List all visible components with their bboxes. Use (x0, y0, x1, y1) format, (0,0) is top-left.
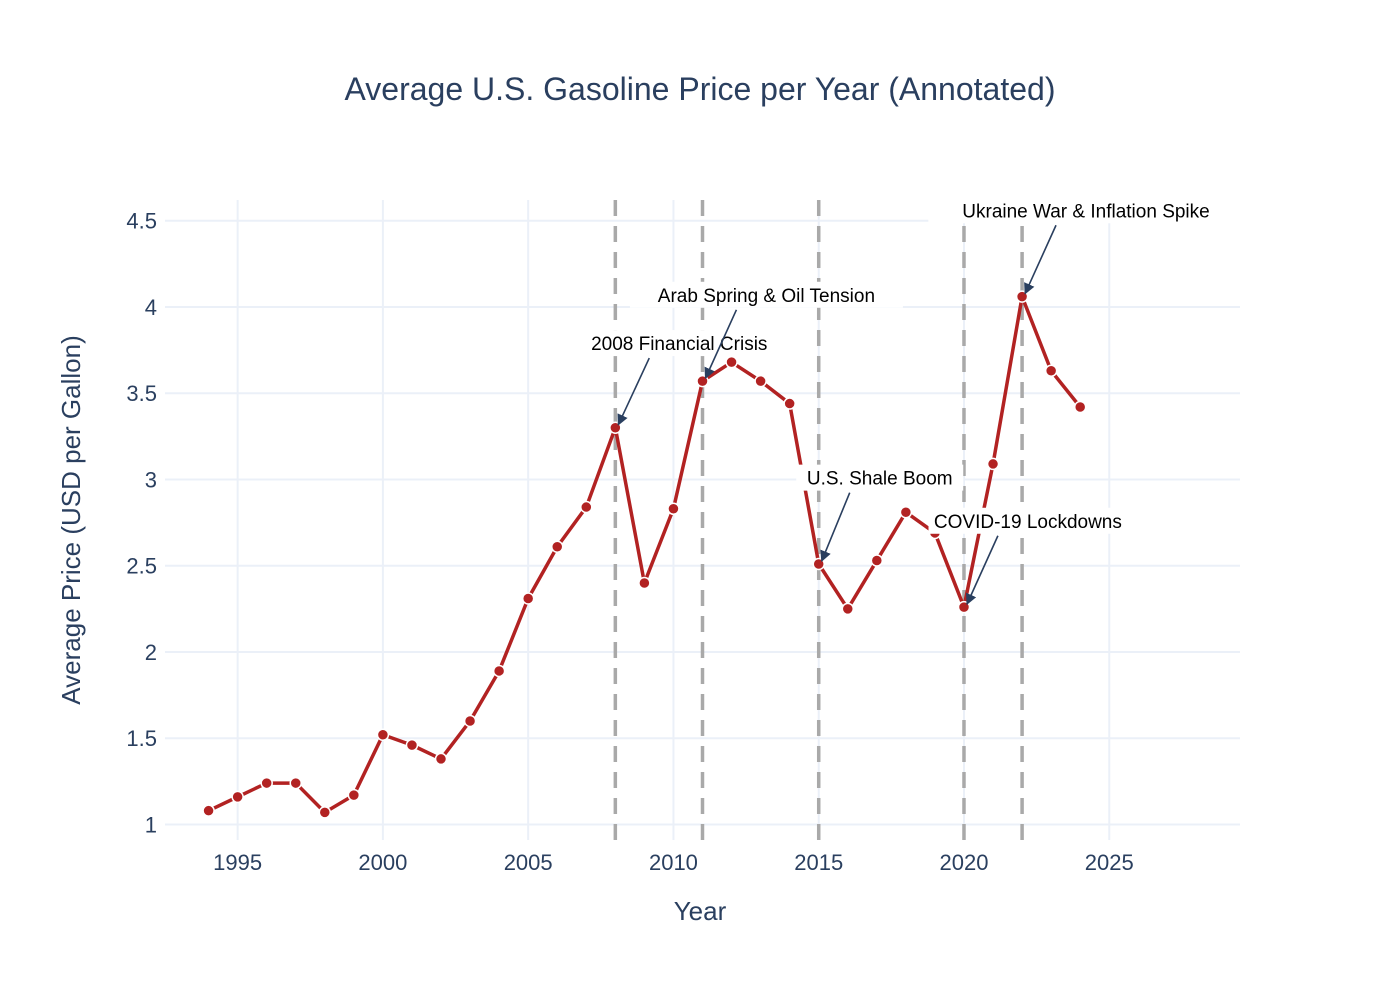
data-point (580, 500, 593, 514)
annotation-arrow (966, 535, 999, 606)
annotation-background (563, 330, 795, 357)
annotation-label: Arab Spring & Oil Tension (658, 286, 875, 307)
data-point (521, 592, 535, 605)
series-line (207, 294, 1082, 815)
data-point (725, 355, 738, 369)
annotation-label: COVID-19 Lockdowns (934, 512, 1122, 533)
x-tick-label: 2010 (649, 850, 698, 875)
annotation-label: Ukraine War & Inflation Spike (962, 201, 1209, 222)
x-tick-label: 2020 (940, 850, 989, 875)
y-tick-label: 4.5 (126, 209, 157, 234)
data-point (841, 602, 855, 616)
data-point (463, 714, 477, 728)
y-tick-label: 4 (145, 295, 157, 320)
y-tick-label: 1 (145, 812, 157, 837)
annotation-label: U.S. Shale Boom (807, 469, 953, 490)
annotation-background (928, 507, 1128, 534)
annotation-arrow (820, 492, 851, 563)
annotation-arrow (617, 357, 650, 426)
data-point (1073, 400, 1087, 414)
y-tick-label: 2.5 (126, 554, 157, 579)
y-tick-label: 3.5 (126, 381, 157, 406)
chart-title: Average U.S. Gasoline Price per Year (An… (345, 71, 1056, 107)
data-point (1044, 364, 1058, 378)
data-point (783, 397, 796, 410)
y-tick-label: 2 (145, 640, 157, 665)
data-point (986, 457, 1000, 471)
x-tick-label: 1995 (213, 850, 262, 875)
annotation-background (629, 281, 903, 308)
annotation-label: 2008 Financial Crisis (591, 334, 767, 355)
data-point (260, 776, 273, 790)
x-axis-title: Year (674, 896, 727, 926)
x-tick-label: 2025 (1085, 850, 1134, 875)
data-point (434, 752, 448, 766)
data-point (492, 664, 506, 678)
annotation-background (796, 464, 964, 491)
data-point (638, 576, 651, 590)
data-point (405, 738, 419, 752)
data-point (347, 788, 361, 802)
data-point (202, 804, 215, 817)
data-point (870, 554, 884, 567)
data-point (899, 505, 913, 519)
annotation-arrow (1024, 224, 1057, 295)
y-tick-label: 1.5 (126, 726, 157, 751)
y-tick-label: 3 (145, 467, 157, 492)
annotation-arrow (704, 309, 738, 380)
annotation-background (928, 197, 1244, 224)
y-axis-title: Average Price (USD per Gallon) (56, 335, 86, 704)
data-point (754, 374, 767, 388)
data-point (318, 806, 332, 819)
x-tick-label: 2000 (358, 850, 407, 875)
tick-layer: 1995 2000 2005 2010 2015 2020 2025 1 1.5 2 2.5 3 3.5… (126, 209, 1133, 875)
data-point (550, 540, 564, 553)
data-point (376, 728, 390, 742)
data-point (667, 502, 680, 516)
data-point (289, 776, 302, 790)
annotation-layer: 2008 Financial Crisis Arab Spring & Oil T… (563, 197, 1244, 606)
x-tick-label: 2015 (794, 850, 843, 875)
data-point (231, 790, 244, 804)
x-tick-label: 2005 (504, 850, 553, 875)
